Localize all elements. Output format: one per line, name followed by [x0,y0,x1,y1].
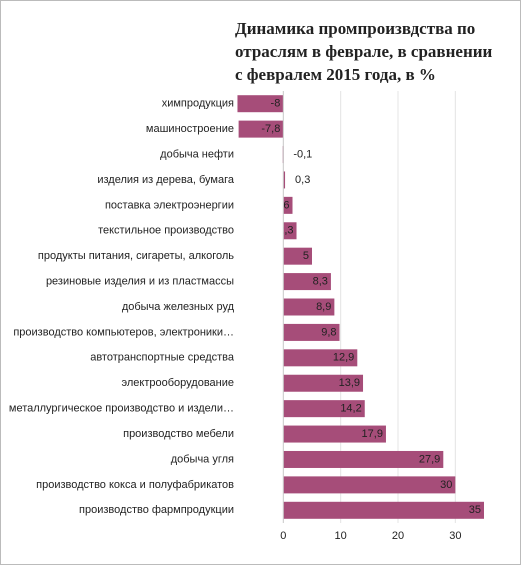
bar [283,222,297,240]
value-label: 35 [469,504,481,516]
value-label: 14,2 [340,403,361,415]
y-tick-label: поставка электроэнергии [105,199,234,211]
chart-title: Динамика промпроизвдства по отраслям в ф… [235,19,493,84]
y-tick-label: автотранспортные средства [90,352,235,364]
value-label: 17,9 [362,428,383,440]
bar [283,196,293,214]
value-label: 13,9 [339,377,360,389]
x-tick-label: 20 [392,530,404,542]
value-label: -8 [271,98,281,110]
bar [237,95,284,113]
value-label: 30 [440,479,452,491]
value-label: 2,3 [278,225,293,237]
y-tick-label: текстильное производство [98,225,234,237]
y-tick-label: производство мебели [123,428,234,440]
y-tick-label: резиновые изделия и из пластмассы [46,275,234,287]
bar [283,476,456,494]
bar [283,298,335,316]
value-label: 27,9 [419,453,440,465]
y-tick-label: добыча угля [171,453,234,465]
bar [283,425,386,443]
y-tick-label: электрооборудование [122,377,235,389]
bar [283,323,340,341]
x-tick-label: 10 [335,530,347,542]
value-label: 12,9 [333,352,354,364]
value-label: 1,6 [274,199,289,211]
value-label: -0,1 [293,148,312,160]
value-label: -7,8 [261,123,280,135]
value-label: 5 [303,250,309,262]
y-tick-label: производство кокса и полуфабрикатов [36,479,234,491]
bar [283,374,364,392]
bar [283,400,365,418]
x-tick-label: 0 [280,530,286,542]
bar [283,450,444,468]
bar [283,349,358,367]
bar [283,501,484,519]
value-label: 0,3 [295,174,310,186]
y-tick-label: добыча нефти [160,148,234,160]
value-label: 9,8 [321,326,336,338]
y-tick-label: химпродукция [162,98,234,110]
y-tick-label: продукты питания, сигареты, алкоголь [38,250,234,262]
y-tick-label: добыча железных руд [122,301,235,313]
bar [238,120,284,138]
y-tick-label: производство компьютеров, электроники… [13,326,234,338]
bar [283,171,286,189]
bar [283,247,312,265]
x-tick-label: 30 [449,530,461,542]
value-label: 8,3 [313,275,328,287]
y-tick-label: изделия из дерева, бумага [97,174,235,186]
y-tick-label: производство фармпродукции [79,504,234,516]
value-label: 8,9 [316,301,331,313]
y-tick-label: металлургическое производство и издели… [9,403,234,415]
y-tick-label: машиностроение [146,123,234,135]
bar [283,273,331,291]
